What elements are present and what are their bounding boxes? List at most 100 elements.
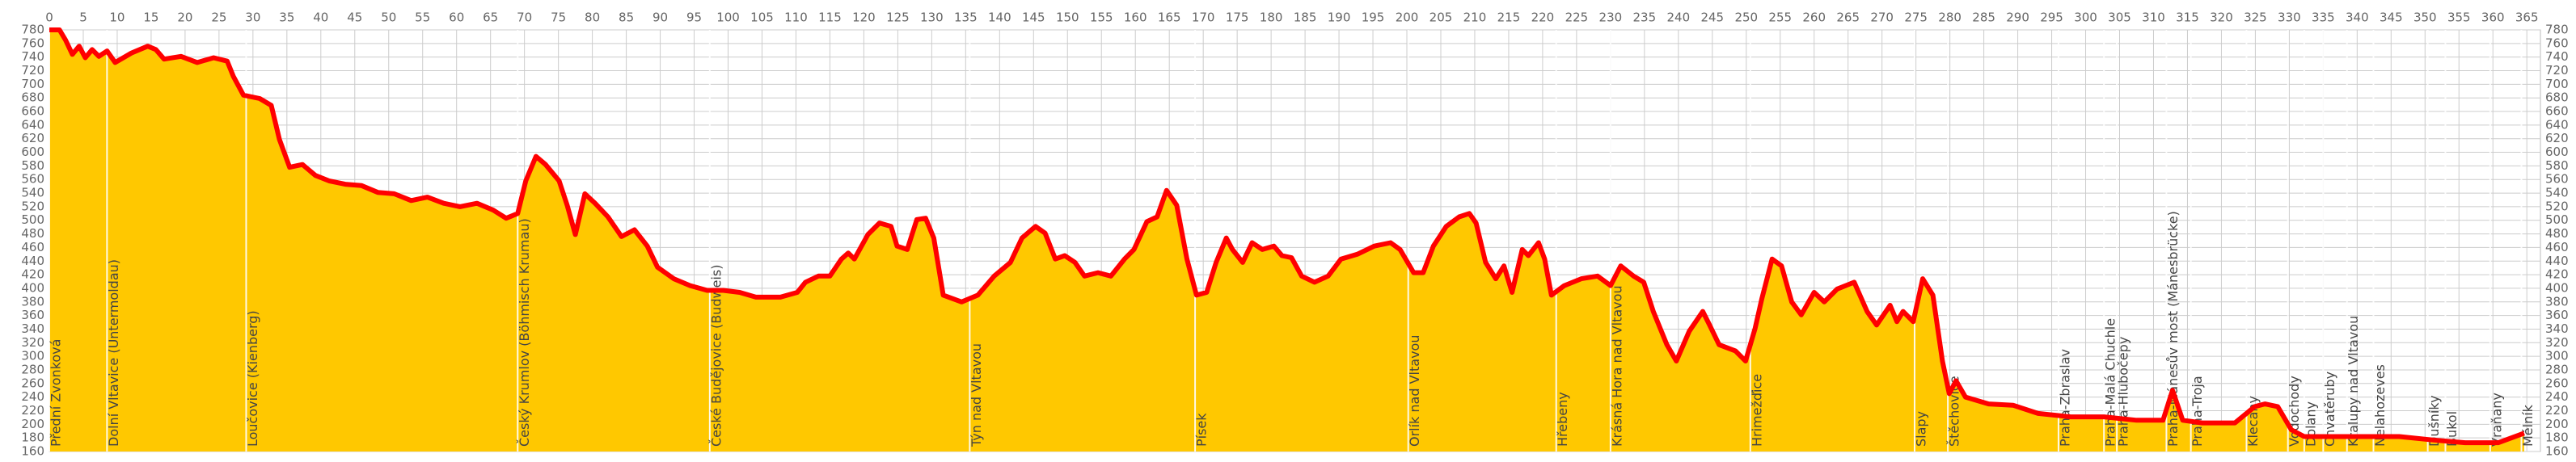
x-tick-label: 255 bbox=[1768, 10, 1792, 25]
x-tick-label: 145 bbox=[1022, 10, 1045, 25]
y-tick-label: 760 bbox=[21, 36, 44, 50]
y-tick-label-right: 760 bbox=[2545, 36, 2569, 50]
place-label: České Budějovice (Budweis) bbox=[708, 265, 724, 447]
y-tick-label-right: 740 bbox=[2545, 49, 2569, 64]
y-tick-label-right: 480 bbox=[2545, 226, 2569, 241]
place-label: Chvatěruby bbox=[2322, 372, 2337, 447]
place-label: Vraňany bbox=[2489, 393, 2504, 447]
x-tick-label: 260 bbox=[1802, 10, 1826, 25]
y-tick-label-right: 160 bbox=[2545, 444, 2569, 459]
x-tick-label: 285 bbox=[1972, 10, 1995, 25]
x-tick-label: 195 bbox=[1362, 10, 1385, 25]
x-tick-label: 110 bbox=[784, 10, 808, 25]
y-tick-label-right: 320 bbox=[2545, 335, 2569, 350]
x-tick-label: 85 bbox=[619, 10, 634, 25]
y-tick-label-right: 360 bbox=[2545, 308, 2569, 322]
y-tick-label: 660 bbox=[21, 104, 44, 119]
x-tick-label: 350 bbox=[2413, 10, 2437, 25]
y-tick-label-right: 720 bbox=[2545, 63, 2569, 78]
x-tick-label: 330 bbox=[2278, 10, 2301, 25]
y-tick-label-right: 460 bbox=[2545, 240, 2569, 254]
y-tick-label-right: 180 bbox=[2545, 430, 2569, 445]
x-tick-label: 0 bbox=[45, 10, 53, 25]
x-tick-label: 30 bbox=[245, 10, 260, 25]
x-tick-label: 280 bbox=[1938, 10, 1962, 25]
y-tick-label: 260 bbox=[21, 376, 44, 390]
x-tick-label: 360 bbox=[2481, 10, 2505, 25]
place-label: Písek bbox=[1194, 413, 1210, 447]
y-tick-label: 220 bbox=[21, 403, 44, 418]
place-label: Dušníky bbox=[2426, 395, 2442, 447]
x-tick-label: 15 bbox=[143, 10, 158, 25]
y-tick-label: 320 bbox=[21, 335, 44, 350]
x-tick-label: 80 bbox=[585, 10, 600, 25]
place-label: Praha-Zbraslav bbox=[2057, 349, 2072, 447]
y-tick-label-right: 260 bbox=[2545, 376, 2569, 390]
place-label: Praha-Troja bbox=[2190, 376, 2205, 447]
x-tick-label: 25 bbox=[211, 10, 226, 25]
x-tick-label: 120 bbox=[852, 10, 876, 25]
y-tick-label: 280 bbox=[21, 362, 44, 376]
y-tick-label-right: 220 bbox=[2545, 403, 2569, 418]
y-tick-label-right: 200 bbox=[2545, 417, 2569, 431]
x-tick-label: 160 bbox=[1124, 10, 1147, 25]
x-tick-label: 220 bbox=[1531, 10, 1555, 25]
x-tick-label: 90 bbox=[652, 10, 668, 25]
place-label: Dolany bbox=[2303, 401, 2318, 447]
x-tick-label: 40 bbox=[313, 10, 328, 25]
area-fill bbox=[49, 30, 2524, 452]
place-label: Bukol bbox=[2444, 411, 2460, 447]
y-tick-label-right: 520 bbox=[2545, 199, 2569, 213]
y-tick-label: 620 bbox=[21, 131, 44, 145]
x-tick-label: 235 bbox=[1633, 10, 1657, 25]
x-tick-label: 100 bbox=[716, 10, 740, 25]
y-tick-label-right: 440 bbox=[2545, 254, 2569, 268]
y-tick-label: 700 bbox=[21, 77, 44, 91]
x-tick-label: 130 bbox=[920, 10, 944, 25]
place-label: Hrimežďice bbox=[1749, 374, 1764, 447]
x-tick-label: 275 bbox=[1904, 10, 1928, 25]
place-label: Hřebeny bbox=[1555, 392, 1570, 447]
y-tick-label-right: 340 bbox=[2545, 321, 2569, 336]
x-tick-label: 170 bbox=[1192, 10, 1215, 25]
x-tick-label: 245 bbox=[1700, 10, 1724, 25]
x-tick-label: 205 bbox=[1429, 10, 1453, 25]
x-tick-label: 135 bbox=[954, 10, 978, 25]
x-tick-label: 290 bbox=[2006, 10, 2029, 25]
y-tick-label-right: 240 bbox=[2545, 389, 2569, 404]
x-tick-label: 115 bbox=[818, 10, 842, 25]
x-tick-label: 250 bbox=[1734, 10, 1758, 25]
x-tick-label: 60 bbox=[449, 10, 464, 25]
x-tick-label: 140 bbox=[988, 10, 1011, 25]
y-tick-label-right: 600 bbox=[2545, 145, 2569, 159]
y-tick-label: 520 bbox=[21, 199, 44, 213]
x-tick-label: 45 bbox=[347, 10, 362, 25]
x-tick-label: 55 bbox=[415, 10, 430, 25]
y-tick-label: 300 bbox=[21, 349, 44, 363]
place-label: Dolní Vltavice (Untermoldau) bbox=[106, 259, 121, 447]
x-tick-label: 225 bbox=[1565, 10, 1589, 25]
x-tick-label: 305 bbox=[2108, 10, 2131, 25]
y-tick-label-right: 700 bbox=[2545, 77, 2569, 91]
x-tick-label: 315 bbox=[2176, 10, 2199, 25]
y-tick-label-right: 540 bbox=[2545, 186, 2569, 200]
place-label: Praha-Malá Chuchle bbox=[2103, 318, 2118, 447]
x-tick-label: 185 bbox=[1294, 10, 1317, 25]
y-tick-label: 420 bbox=[21, 267, 44, 282]
place-label: Krásná Hora nad Vltavou bbox=[1609, 285, 1624, 447]
x-tick-label: 190 bbox=[1328, 10, 1351, 25]
y-tick-label: 460 bbox=[21, 240, 44, 254]
y-tick-label-right: 780 bbox=[2545, 23, 2569, 37]
x-tick-label: 320 bbox=[2210, 10, 2233, 25]
x-tick-label: 155 bbox=[1090, 10, 1113, 25]
y-tick-label: 680 bbox=[21, 90, 44, 105]
y-tick-label-right: 380 bbox=[2545, 294, 2569, 309]
x-tick-label: 20 bbox=[177, 10, 192, 25]
x-tick-label: 230 bbox=[1599, 10, 1623, 25]
x-tick-label: 95 bbox=[686, 10, 702, 25]
place-label: Slapy bbox=[1913, 411, 1928, 447]
x-tick-label: 125 bbox=[886, 10, 910, 25]
x-tick-label: 200 bbox=[1396, 10, 1419, 25]
x-tick-label: 365 bbox=[2515, 10, 2539, 25]
